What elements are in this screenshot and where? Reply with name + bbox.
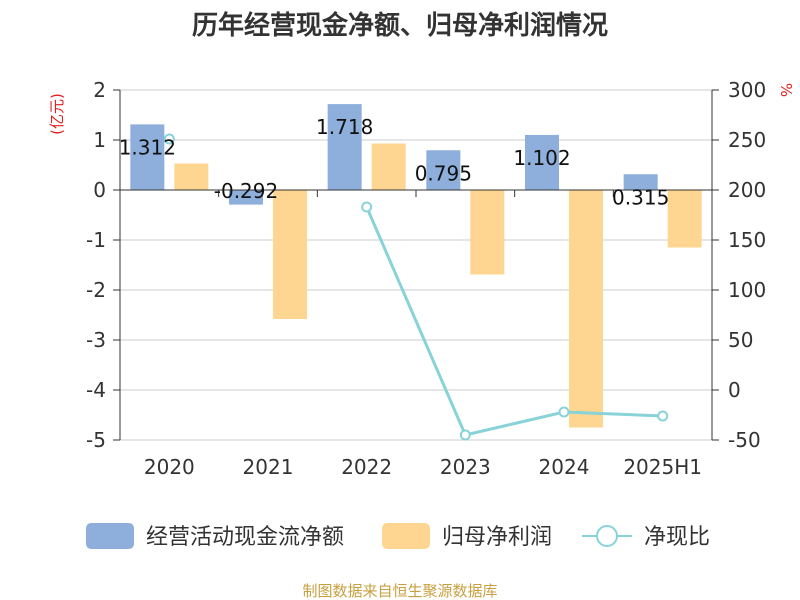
ratio-point — [657, 410, 669, 422]
left-tick-label: -2 — [86, 278, 106, 302]
ratio-point — [361, 201, 373, 213]
cash-flow-data-label: 1.312 — [119, 135, 176, 159]
ratio-point — [163, 133, 175, 145]
net-profit-bar — [174, 163, 209, 190]
left-tick-label: 0 — [93, 178, 106, 202]
cash-flow-bar — [426, 150, 461, 190]
x-tick-label: 2025H1 — [623, 455, 702, 479]
cash-flow-bar — [327, 104, 362, 190]
net-profit-bar — [371, 143, 406, 190]
cash-flow-data-label: 1.718 — [316, 115, 373, 139]
cash-flow-bar — [229, 190, 263, 205]
legend-marker — [596, 525, 618, 547]
cash-flow-data-label: -0.292 — [214, 179, 278, 203]
right-tick-label: 300 — [728, 78, 766, 102]
left-tick-label: 1 — [93, 128, 106, 152]
right-tick-label: 0 — [728, 378, 741, 402]
x-tick-label: 2024 — [539, 455, 590, 479]
net-profit-bar — [569, 190, 603, 428]
axes: 2 1 0 -1 -2 -3 -4 -5 300 250 200 150 100 50 0 -50 2020 20… — [86, 78, 766, 479]
data-labels: 1.312 -0.292 1.718 0.795 1.102 0.315 — [119, 115, 670, 209]
net-profit-bar — [470, 190, 505, 275]
legend-label: 归母净利润 — [442, 525, 552, 550]
ratio-line-segment — [365, 206, 663, 437]
ratio-point — [558, 406, 570, 418]
x-tick-label: 2021 — [243, 455, 294, 479]
legend[interactable]: 经营活动现金流净额 归母净利润 净现比 — [86, 523, 710, 550]
left-axis-unit: (亿元) — [48, 93, 66, 135]
legend-swatch — [86, 523, 134, 549]
x-tick-label: 2023 — [440, 455, 491, 479]
cash-flow-bar — [130, 124, 165, 190]
x-tick-label: 2022 — [341, 455, 392, 479]
legend-label: 经营活动现金流净额 — [146, 525, 344, 550]
right-tick-label: 200 — [728, 178, 766, 202]
cash-flow-data-label: 0.795 — [415, 161, 472, 185]
left-tick-label: 2 — [93, 78, 106, 102]
cash-flow-data-label: 0.315 — [612, 185, 669, 209]
left-tick-label: -1 — [86, 228, 106, 252]
cash-flow-data-label: 1.102 — [513, 146, 570, 170]
left-tick-label: -3 — [86, 328, 106, 352]
right-axis-unit: % — [777, 83, 795, 97]
chart-title: 历年经营现金净额、归母净利润情况 — [192, 10, 608, 41]
ratio-line — [163, 133, 669, 441]
legend-swatch — [382, 523, 430, 549]
legend-label: 净现比 — [644, 525, 710, 550]
right-tick-label: 100 — [728, 278, 766, 302]
net-profit-bar — [273, 190, 307, 319]
gridlines — [120, 89, 712, 441]
right-tick-label: 150 — [728, 228, 766, 252]
right-tick-label: 50 — [728, 328, 753, 352]
right-tick-label: -50 — [728, 428, 761, 452]
source-note: 制图数据来自恒生聚源数据库 — [302, 582, 497, 600]
left-tick-label: -4 — [86, 378, 106, 402]
right-tick-label: 250 — [728, 128, 766, 152]
cash-flow-bar — [623, 174, 658, 190]
left-tick-label: -5 — [86, 428, 106, 452]
ratio-point — [459, 429, 471, 441]
cash-flow-bar — [525, 134, 559, 190]
bars — [130, 104, 702, 428]
x-tick-label: 2020 — [144, 455, 195, 479]
net-profit-bar — [667, 190, 702, 248]
